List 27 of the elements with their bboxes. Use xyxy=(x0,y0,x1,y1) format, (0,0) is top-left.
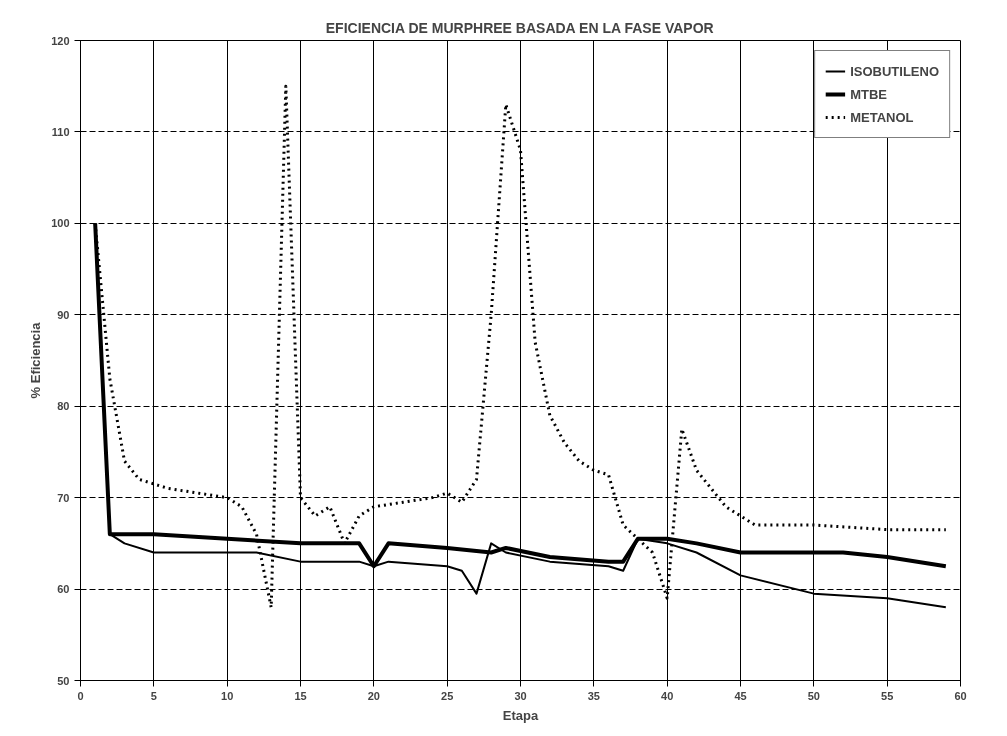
legend-label: METANOL xyxy=(850,109,914,125)
x-tick-label: 0 xyxy=(77,689,84,702)
x-tick-label: 60 xyxy=(954,689,967,702)
y-tick-label: 100 xyxy=(51,217,70,230)
x-tick-label: 50 xyxy=(807,689,820,702)
x-tick-label: 25 xyxy=(441,689,454,702)
y-tick-label: 80 xyxy=(57,400,70,413)
x-tick-label: 10 xyxy=(221,689,234,702)
legend-label: ISOBUTILENO xyxy=(850,63,939,79)
x-tick-label: 5 xyxy=(150,689,157,702)
y-axis-title: % Eficiencia xyxy=(28,321,44,399)
x-tick-label: 15 xyxy=(294,689,307,702)
chart-title: EFICIENCIA DE MURPHREE BASADA EN LA FASE VAPOR xyxy=(325,19,714,36)
y-tick-label: 120 xyxy=(51,34,70,47)
x-tick-label: 55 xyxy=(881,689,894,702)
y-tick-label: 90 xyxy=(57,308,70,321)
x-tick-label: 40 xyxy=(661,689,674,702)
y-tick-label: 110 xyxy=(51,125,70,138)
x-axis-title: Etapa xyxy=(502,707,539,723)
legend-label: MTBE xyxy=(850,86,887,102)
y-tick-label: 60 xyxy=(57,583,70,596)
y-tick-label: 50 xyxy=(57,674,70,687)
x-tick-label: 30 xyxy=(514,689,527,702)
x-tick-label: 35 xyxy=(587,689,600,702)
x-tick-label: 45 xyxy=(734,689,747,702)
x-tick-label: 20 xyxy=(367,689,380,702)
y-tick-label: 70 xyxy=(57,491,70,504)
